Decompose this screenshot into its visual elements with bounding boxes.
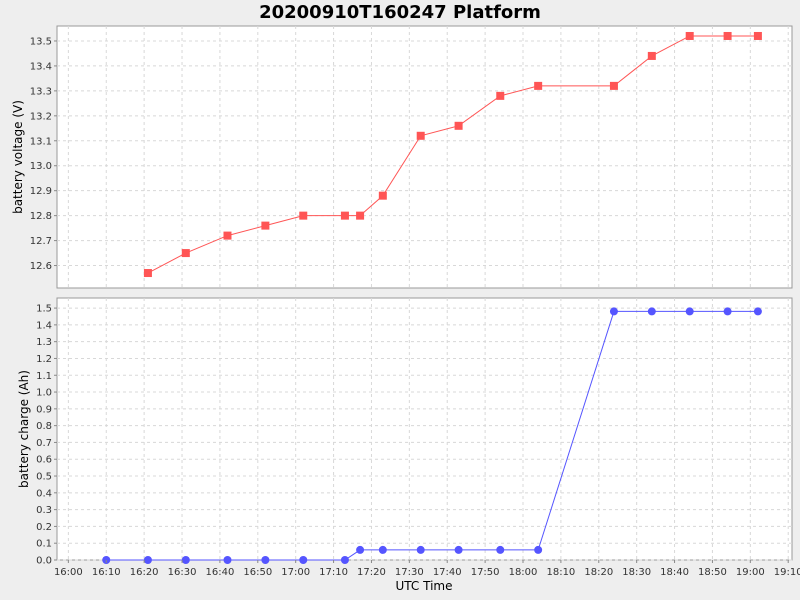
x-tick-label: 16:50 — [243, 567, 272, 578]
y-tick-label: 13.4 — [30, 61, 52, 72]
data-point — [753, 307, 762, 316]
x-tick-label: 17:30 — [395, 567, 424, 578]
x-tick-label: 16:40 — [205, 567, 234, 578]
x-tick-label: 17:10 — [319, 567, 348, 578]
x-tick-label: 17:00 — [281, 567, 310, 578]
voltage-panel: 12.6 12.7 12.8 12.9 13.0 13.1 13.2 13.3 13.4 13.5… — [11, 25, 793, 289]
data-point — [647, 51, 656, 60]
chart-title: 20200910T160247 Platform — [259, 2, 541, 23]
data-point — [685, 31, 694, 40]
x-tick-label: 19:00 — [736, 567, 765, 578]
data-point — [356, 211, 365, 220]
data-point — [416, 131, 425, 140]
y-tick-label: 1.2 — [36, 354, 52, 365]
data-point — [416, 545, 425, 554]
data-point — [378, 545, 387, 554]
y-tick-label: 12.9 — [30, 186, 52, 197]
data-point — [261, 556, 270, 564]
charge-plot-area — [56, 297, 793, 561]
data-point — [534, 545, 543, 554]
x-tick-label: 18:20 — [584, 567, 613, 578]
x-tick-label: 16:10 — [92, 567, 121, 578]
y-tick-label: 1.5 — [36, 304, 52, 315]
data-point — [454, 121, 463, 130]
x-tick-label: 16:00 — [54, 567, 83, 578]
x-tick-label: 19:10 — [774, 567, 800, 578]
x-tick-label: 18:50 — [698, 567, 727, 578]
y-tick-label: 0.4 — [36, 488, 52, 499]
data-point — [723, 307, 732, 316]
data-point — [340, 211, 349, 220]
y-tick-label: 0.7 — [36, 438, 52, 449]
data-point — [223, 231, 232, 240]
x-tick-label: 16:20 — [130, 567, 159, 578]
x-tick-label: 18:00 — [509, 567, 538, 578]
y-tick-label: 0.2 — [36, 522, 52, 533]
data-point — [685, 307, 694, 316]
data-point — [299, 556, 308, 564]
y-tick-label: 13.5 — [30, 36, 52, 47]
data-point — [454, 545, 463, 554]
x-tick-label: 17:50 — [471, 567, 500, 578]
y-tick-label: 13.2 — [30, 111, 52, 122]
data-point — [723, 31, 732, 40]
voltage-plot-area — [56, 25, 793, 289]
y-tick-label: 0.0 — [36, 556, 52, 567]
y-tick-label: 12.8 — [30, 211, 52, 222]
data-point — [340, 556, 349, 564]
x-tick-label: 16:30 — [168, 567, 197, 578]
y-tick-label: 13.3 — [30, 86, 52, 97]
y-tick-label: 0.3 — [36, 505, 52, 516]
data-point — [143, 269, 152, 278]
x-axis: 16:00 16:10 16:20 16:30 16:40 16:50 17:00 17:10… — [54, 560, 800, 578]
y-tick-label: 12.7 — [30, 236, 52, 247]
data-point — [647, 307, 656, 316]
y-tick-label: 1.4 — [36, 320, 52, 331]
charge-y-axis-label: battery charge (Ah) — [17, 370, 31, 488]
y-tick-label: 1.3 — [36, 337, 52, 348]
y-tick-label: 0.5 — [36, 472, 52, 483]
x-tick-label: 18:10 — [546, 567, 575, 578]
x-tick-label: 17:40 — [433, 567, 462, 578]
data-point — [223, 556, 232, 564]
y-tick-label: 12.6 — [30, 261, 52, 272]
y-tick-label: 0.6 — [36, 455, 52, 466]
data-point — [356, 545, 365, 554]
data-point — [181, 556, 190, 564]
y-tick-label: 0.8 — [36, 421, 52, 432]
data-point — [496, 545, 505, 554]
y-tick-label: 1.1 — [36, 371, 52, 382]
x-tick-label: 17:20 — [357, 567, 386, 578]
data-point — [609, 81, 618, 90]
data-point — [299, 211, 308, 220]
y-tick-label: 0.1 — [36, 539, 52, 550]
charge-panel: 0.0 0.1 0.2 0.3 0.4 0.5 0.6 0.7 0.8 0.9 1.0 1.1 1.2 1… — [17, 297, 793, 567]
data-point — [753, 31, 762, 40]
x-axis-label: UTC Time — [396, 579, 453, 593]
voltage-y-axis-label: battery voltage (V) — [11, 100, 25, 214]
charge-series-line — [106, 310, 758, 561]
data-point — [496, 91, 505, 100]
data-point — [534, 81, 543, 90]
x-tick-label: 18:30 — [622, 567, 651, 578]
data-point — [181, 249, 190, 258]
data-point — [261, 221, 270, 230]
y-tick-label: 13.1 — [30, 136, 52, 147]
y-tick-label: 13.0 — [30, 161, 52, 172]
data-point — [143, 556, 152, 564]
y-tick-label: 0.9 — [36, 404, 52, 415]
y-tick-label: 1.0 — [36, 388, 52, 399]
data-point — [609, 307, 618, 316]
x-tick-label: 18:40 — [660, 567, 689, 578]
data-point — [378, 191, 387, 200]
